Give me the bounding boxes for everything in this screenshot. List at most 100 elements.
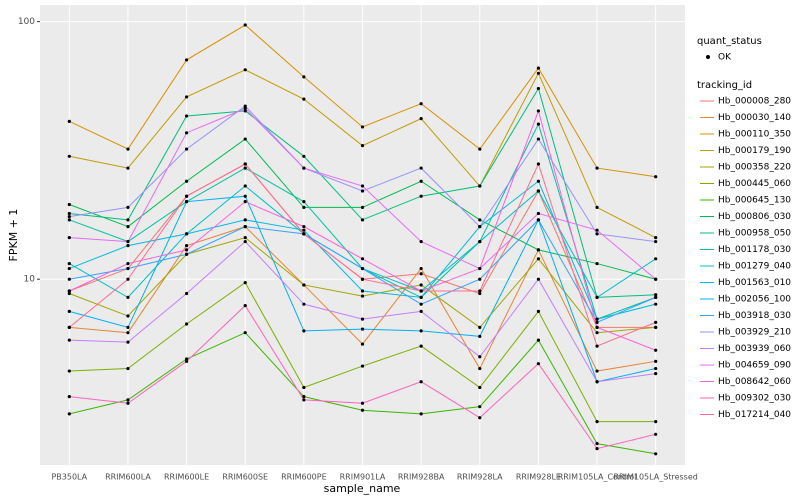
data-point <box>419 179 423 183</box>
data-point <box>67 291 71 296</box>
data-point <box>302 302 306 306</box>
data-point <box>126 366 130 371</box>
data-point <box>126 295 130 299</box>
data-point <box>654 302 658 306</box>
data-point <box>536 71 541 75</box>
data-point <box>302 154 306 158</box>
x-tick-label: RRIM928LA <box>457 473 503 482</box>
data-point <box>536 109 541 113</box>
legend-label: Hb_017214_040 <box>718 410 791 420</box>
legend-title: quant_status <box>697 36 762 47</box>
data-point <box>478 355 482 359</box>
x-axis-title: sample_name <box>324 482 401 495</box>
data-point <box>67 202 71 207</box>
legend-label: Hb_002056_100 <box>718 295 791 305</box>
data-point <box>360 125 365 129</box>
data-point <box>243 137 247 141</box>
data-point <box>478 385 482 390</box>
data-point <box>184 194 189 198</box>
data-point <box>302 232 306 236</box>
data-point <box>654 236 658 240</box>
data-point <box>654 175 658 179</box>
data-point <box>67 309 71 313</box>
data-point <box>126 331 130 335</box>
data-point <box>654 293 658 297</box>
data-point <box>126 325 130 329</box>
data-point <box>654 277 658 281</box>
data-point <box>184 200 189 204</box>
data-point <box>302 398 306 402</box>
legend-title: tracking_id <box>697 80 752 91</box>
data-point <box>654 295 658 299</box>
data-point <box>536 211 541 216</box>
data-point <box>67 412 71 416</box>
x-tick-label: RRIM105LA_Control <box>558 473 637 482</box>
data-point <box>67 338 71 342</box>
data-point <box>536 248 541 252</box>
data-point <box>595 261 599 266</box>
data-point <box>126 225 130 229</box>
data-point <box>478 334 482 338</box>
data-point <box>67 261 71 266</box>
data-point <box>184 131 189 135</box>
legend-label: Hb_001563_010 <box>718 278 791 288</box>
data-point <box>478 405 482 409</box>
data-point <box>654 320 658 324</box>
x-tick-label: RRIM600PE <box>281 473 327 482</box>
data-point <box>184 95 189 99</box>
x-tick-label: RRIM600LA <box>105 473 151 482</box>
data-point <box>184 179 189 183</box>
data-point <box>595 205 599 209</box>
data-point <box>595 442 599 446</box>
data-point <box>302 228 306 232</box>
data-point <box>536 277 541 281</box>
data-point <box>67 369 71 373</box>
data-point <box>654 372 658 376</box>
data-point <box>478 225 482 229</box>
x-tick-label: RRIM600SE <box>222 473 268 482</box>
data-point <box>478 291 482 296</box>
data-point <box>67 218 71 222</box>
legend-label: Hb_000358_220 <box>718 163 791 173</box>
data-point <box>184 322 189 326</box>
data-point <box>595 420 599 424</box>
data-point <box>360 289 365 293</box>
data-point <box>243 104 247 108</box>
data-point <box>419 194 423 198</box>
data-point <box>536 189 541 193</box>
data-point <box>67 214 71 219</box>
data-point <box>126 239 130 244</box>
data-point <box>302 385 306 390</box>
data-point <box>302 205 306 209</box>
data-point <box>243 106 247 111</box>
data-point <box>184 291 189 296</box>
data-point <box>302 166 306 170</box>
data-point <box>654 348 658 352</box>
data-point <box>67 277 71 281</box>
legend-label: Hb_000030_140 <box>718 113 791 123</box>
data-point <box>126 147 130 151</box>
legend-label: Hb_001279_040 <box>718 262 791 272</box>
data-point <box>478 266 482 271</box>
legend-label: OK <box>718 53 732 63</box>
data-point <box>360 205 365 209</box>
data-point <box>536 309 541 313</box>
data-point <box>536 162 541 166</box>
legend-label: Hb_003939_060 <box>718 344 791 354</box>
data-point <box>419 266 423 271</box>
data-point <box>67 395 71 399</box>
y-axis-title: FPKM + 1 <box>7 209 20 262</box>
data-point <box>478 325 482 329</box>
data-point <box>419 302 423 306</box>
data-point <box>419 412 423 416</box>
data-point <box>478 184 482 188</box>
data-point <box>536 362 541 366</box>
data-point <box>67 266 71 271</box>
data-point <box>595 317 599 321</box>
data-point <box>243 236 247 240</box>
data-point <box>595 228 599 232</box>
data-point <box>360 294 365 298</box>
legend-label: Hb_004659_090 <box>718 361 791 371</box>
data-point <box>67 236 71 240</box>
